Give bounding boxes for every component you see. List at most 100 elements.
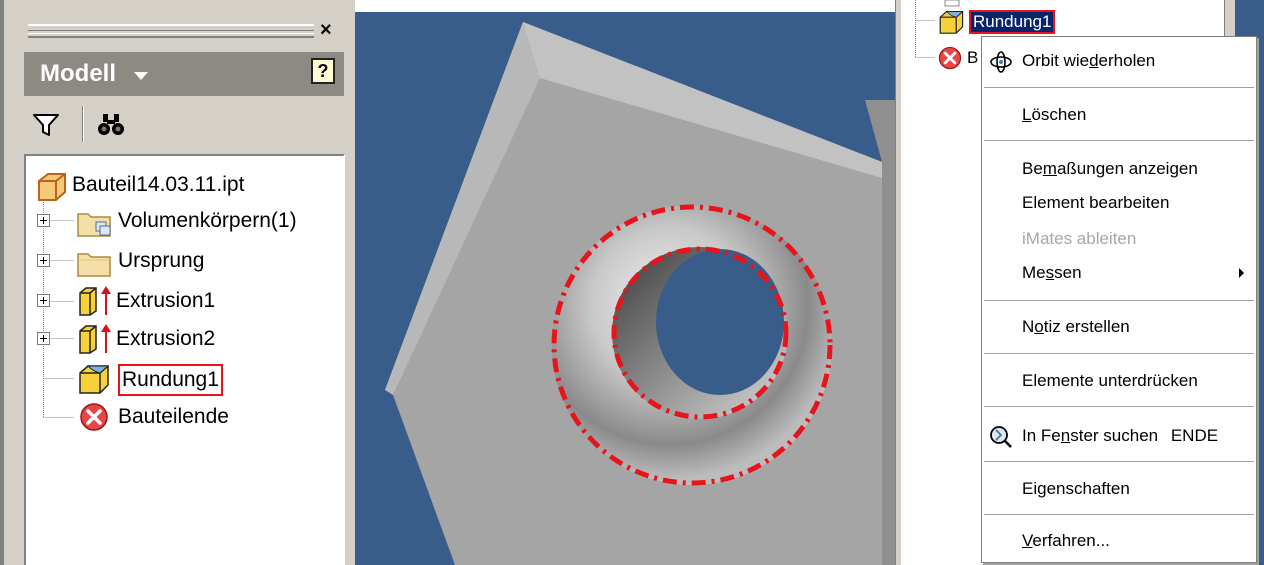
tree-item-label-partial: B [967, 48, 979, 67]
tree-root-label: Bauteil14.03.11.ipt [72, 173, 245, 196]
expand-icon[interactable] [37, 214, 50, 227]
selected-tree-label[interactable]: Rundung1 [969, 10, 1056, 34]
fillet-inner-edge-highlight [611, 246, 789, 420]
menu-label: Orbit wie [1022, 51, 1090, 70]
menu-label: Element bearbeiten [1022, 193, 1170, 212]
panel-drag-grip[interactable] [28, 24, 314, 38]
fillet-icon [79, 365, 110, 394]
block-chamfer-top [523, 22, 882, 178]
menu-item-elemente-unterdruecken[interactable]: Elemente unterdrücken [982, 365, 1256, 397]
menu-item-eigenschaften[interactable]: Eigenschaften [982, 473, 1256, 505]
menu-separator [984, 353, 1254, 355]
menu-mnemonic: L [1022, 105, 1032, 124]
tree-lines [43, 200, 74, 418]
menu-label: Be [1022, 159, 1043, 178]
tree-item-extrusion1[interactable]: Extrusion1 [36, 284, 336, 318]
extrusion-icon [79, 286, 111, 316]
menu-separator [984, 461, 1254, 463]
panel-title[interactable]: Modell [40, 60, 116, 87]
expand-icon[interactable] [37, 294, 50, 307]
model-tree: Bauteil14.03.11.ipt Volumenkörpern(1) Ur… [24, 154, 345, 565]
end-of-part-icon [80, 403, 108, 431]
close-icon[interactable]: × [320, 19, 332, 41]
orbit-icon [990, 51, 1012, 73]
expand-icon[interactable] [37, 254, 50, 267]
menu-mnemonic: d [1089, 51, 1099, 70]
menu-label: aßungen anzeigen [1056, 159, 1198, 178]
menu-separator [984, 300, 1254, 302]
menu-item-in-fenster-suchen[interactable]: In Fenster suchen ENDE [982, 420, 1256, 452]
fillet-outer-edge-highlight [551, 204, 833, 486]
viewport-top-strip [355, 0, 895, 12]
help-icon[interactable]: ? [311, 58, 335, 84]
menu-separator [984, 514, 1254, 516]
tree-item-label: Bauteilende [118, 405, 229, 428]
tree-item-volumenkoerper[interactable]: Volumenkörpern(1) [36, 204, 336, 238]
menu-mnemonic: n [1060, 426, 1071, 445]
tree-root-item[interactable]: Bauteil14.03.11.ipt [36, 168, 336, 202]
menu-shortcut: ENDE [1170, 426, 1219, 445]
folder-icon [77, 253, 111, 277]
chevron-down-icon[interactable] [134, 72, 148, 80]
tree-item-rundung1[interactable]: Rundung1 [36, 362, 336, 396]
tree-item-extrusion2[interactable]: Extrusion2 [36, 322, 336, 356]
menu-label: iMates ableiten [1022, 229, 1137, 248]
filter-icon[interactable] [32, 112, 60, 138]
menu-label: erholen [1098, 51, 1156, 70]
menu-label: enschaften [1046, 479, 1130, 498]
menu-label: öschen [1031, 105, 1087, 124]
expand-icon[interactable] [37, 332, 50, 345]
menu-mnemonic: g [1037, 479, 1047, 498]
tree-item-label: Rundung1 [118, 364, 223, 396]
viewport-border [895, 0, 901, 565]
menu-label: Ei [1022, 479, 1038, 498]
menu-label: Me [1022, 263, 1046, 282]
graphics-viewport[interactable] [355, 0, 895, 565]
toolbar-separator [82, 106, 84, 142]
right-tree-lines [915, 0, 960, 58]
tree-item-label: Volumenkörpern(1) [118, 209, 297, 232]
tree-item-ursprung[interactable]: Ursprung [36, 244, 336, 278]
part-icon [38, 173, 66, 201]
menu-item-notiz-erstellen[interactable]: Notiz erstellen [982, 311, 1256, 343]
submenu-arrow-icon [1239, 268, 1244, 278]
block-side [865, 100, 895, 565]
block-left-face [385, 22, 540, 395]
menu-mnemonic: o [1034, 317, 1044, 336]
fillet-icon [939, 11, 964, 34]
menu-label: In Fe [1022, 426, 1061, 445]
tree-item-label: Extrusion2 [116, 327, 216, 350]
solid-bodies-folder-icon [77, 213, 111, 237]
context-menu: Orbit wiederholen Löschen Bemaßungen anz… [981, 36, 1257, 563]
tree-item-label: Ursprung [118, 249, 205, 272]
extrusion-icon [79, 324, 111, 354]
menu-item-element-bearbeiten[interactable]: Element bearbeiten [982, 187, 1256, 219]
menu-label: N [1022, 317, 1035, 336]
menu-separator [984, 406, 1254, 408]
menu-item-orbit-wiederholen[interactable]: Orbit wiederholen [982, 45, 1256, 77]
browser-toolbar [24, 102, 344, 146]
panel-title-bar[interactable]: Modell ? [24, 52, 344, 96]
menu-separator [984, 140, 1254, 142]
menu-label: sen [1054, 263, 1082, 282]
menu-label: erfahren... [1032, 531, 1110, 550]
hole-through [656, 249, 784, 395]
end-of-part-icon [938, 46, 962, 70]
menu-mnemonic: V [1022, 531, 1033, 550]
menu-item-loeschen[interactable]: Löschen [982, 99, 1256, 131]
menu-mnemonic: m [1042, 159, 1057, 178]
menu-item-bemassungen-anzeigen[interactable]: Bemaßungen anzeigen [982, 153, 1256, 185]
menu-item-imates-ableiten: iMates ableiten [982, 223, 1256, 255]
menu-separator [984, 87, 1254, 89]
model-browser-panel: × Modell ? [0, 0, 355, 565]
tree-item-bauteilende[interactable]: Bauteilende [36, 400, 336, 434]
panel-edge [0, 0, 4, 565]
menu-label: ster suchen [1070, 426, 1159, 445]
menu-label: Elemente unterdrücken [1022, 371, 1198, 390]
find-in-window-icon [990, 426, 1012, 448]
binoculars-icon[interactable] [96, 112, 126, 138]
menu-item-messen[interactable]: Messen [982, 257, 1256, 289]
menu-label: tiz erstellen [1043, 317, 1130, 336]
tree-item-label: Extrusion1 [116, 289, 216, 312]
menu-item-verfahren[interactable]: Verfahren... [982, 525, 1256, 557]
